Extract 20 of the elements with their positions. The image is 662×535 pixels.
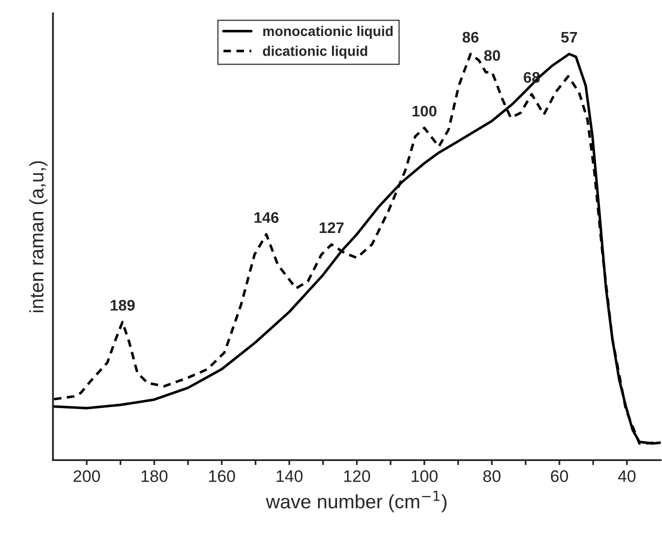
annotation: 57 [561, 32, 578, 43]
x-tick-label: 200 [74, 470, 100, 482]
legend-label: dicationic liquid [262, 46, 368, 59]
x-tick-label: 180 [142, 470, 168, 482]
x-tick-label: 60 [550, 470, 568, 482]
x-axis-title: wave number (cm$^{−1}$) [266, 490, 446, 512]
annotation: 189 [110, 300, 135, 311]
annotation: 100 [412, 106, 436, 117]
legend-label: monocationic liquid [263, 26, 393, 39]
x-tick-label: 160 [209, 470, 236, 482]
x-tick-label: 40 [618, 470, 636, 482]
annotation: 146 [254, 212, 279, 223]
y-axis-title: inten raman (a,u,) [29, 161, 48, 312]
x-tick-label: 120 [344, 470, 370, 482]
annotation: 127 [320, 222, 344, 233]
x-tick-label: 140 [276, 470, 303, 482]
x-tick-label: 80 [483, 470, 500, 482]
annotation: 80 [484, 50, 500, 61]
x-tick-label: 100 [412, 470, 438, 482]
annotation: 86 [462, 32, 479, 43]
